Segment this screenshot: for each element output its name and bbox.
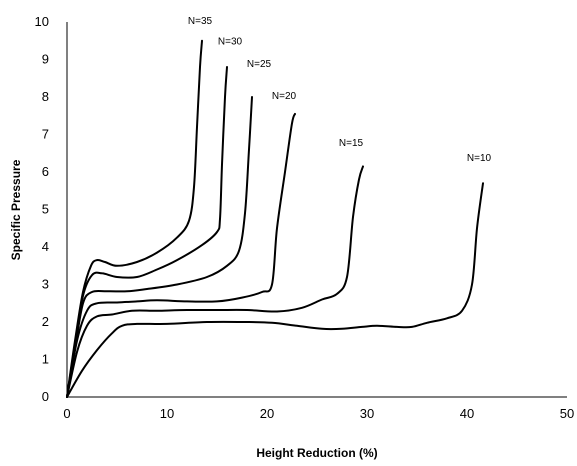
series-label-n35: N=35 (188, 16, 213, 27)
x-tick-labels: 0 10 20 30 40 50 (63, 406, 574, 421)
series-label-n20: N=20 (272, 91, 297, 102)
series-label-n30: N=30 (218, 37, 243, 48)
x-tick-label: 0 (63, 406, 70, 421)
series-line-n30 (66, 66, 228, 398)
y-tick-label: 10 (35, 14, 49, 29)
y-tick-label: 9 (42, 52, 49, 67)
series-label-n15: N=15 (339, 138, 364, 149)
series-line-n20 (66, 112, 296, 398)
series-line-n10 (66, 182, 484, 398)
series-line-n25 (66, 96, 253, 398)
y-tick-label: 5 (42, 202, 49, 217)
y-tick-label: 1 (42, 352, 49, 367)
x-tick-label: 40 (460, 406, 474, 421)
y-axis: 0 1 2 3 4 5 6 7 8 9 10 (35, 14, 68, 404)
series-labels: N=35 N=30 N=25 N=20 N=15 N=10 (188, 16, 492, 164)
series-line-n35 (66, 39, 203, 398)
series-line-n15 (66, 165, 364, 398)
y-tick-label: 8 (42, 89, 49, 104)
y-tick-label: 4 (42, 239, 49, 254)
y-tick-label: 3 (42, 277, 49, 292)
series-label-n10: N=10 (467, 153, 492, 164)
x-tick-label: 20 (260, 406, 274, 421)
y-tick-label: 6 (42, 164, 49, 179)
y-axis-title: Specific Pressure (9, 159, 23, 260)
y-tick-label: 2 (42, 314, 49, 329)
series-lines (66, 39, 484, 398)
x-tick-label: 50 (560, 406, 574, 421)
y-tick-label: 0 (42, 389, 49, 404)
x-axis-title: Height Reduction (%) (256, 446, 377, 460)
y-tick-labels: 0 1 2 3 4 5 6 7 8 9 10 (35, 14, 49, 404)
y-tick-label: 7 (42, 127, 49, 142)
series-label-n25: N=25 (247, 59, 272, 70)
x-tick-label: 10 (160, 406, 174, 421)
x-tick-label: 30 (360, 406, 374, 421)
x-axis: 0 10 20 30 40 50 (63, 396, 574, 421)
